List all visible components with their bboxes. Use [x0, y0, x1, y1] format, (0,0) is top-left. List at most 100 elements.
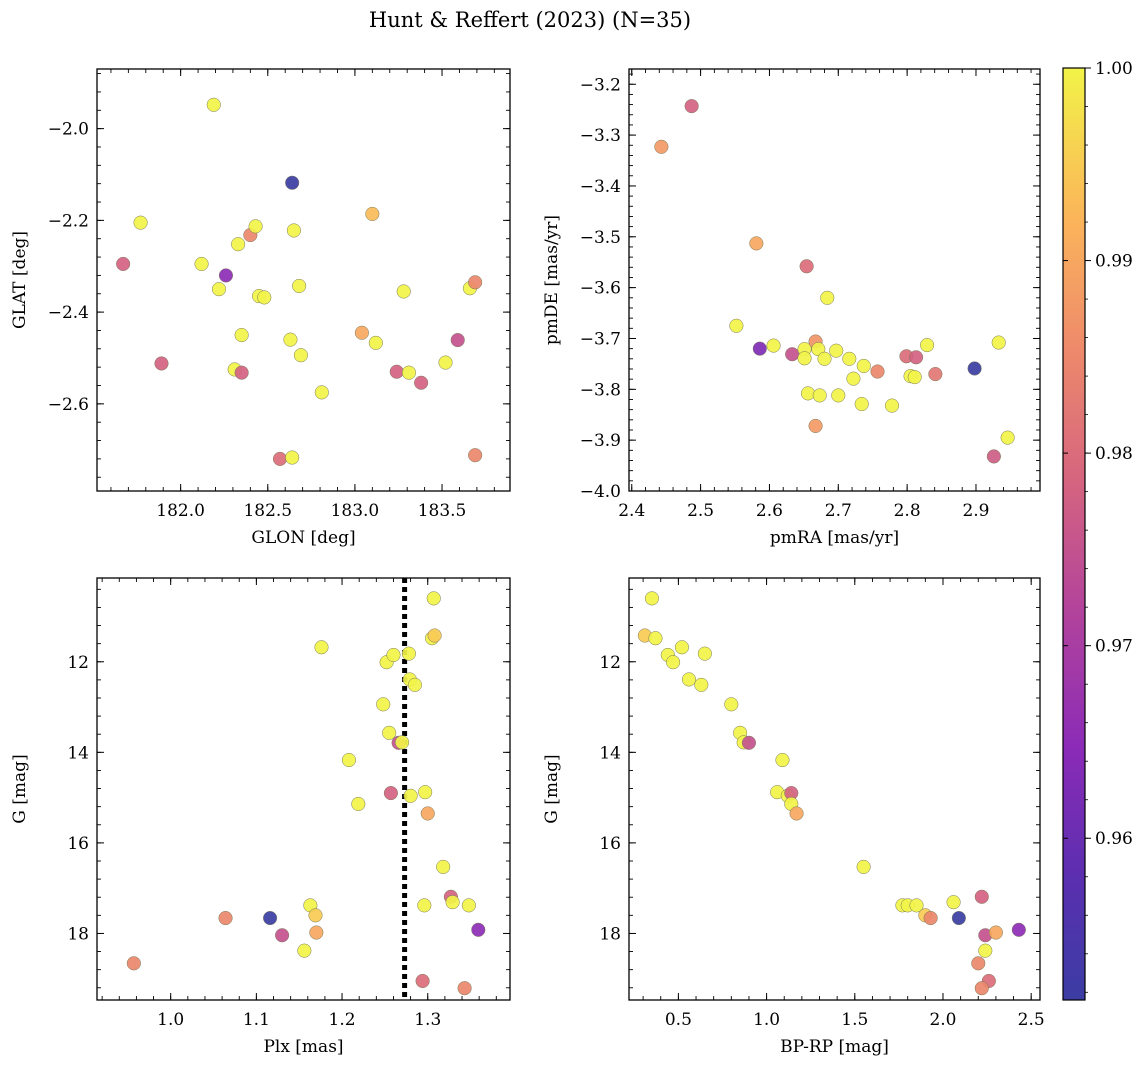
y-tick-label: −3.2 [580, 75, 621, 95]
y-tick-label: −3.9 [580, 431, 621, 451]
x-tick-label: 182.5 [243, 501, 292, 521]
scatter-point [729, 318, 744, 333]
y-tick-label: −3.7 [580, 329, 621, 349]
scatter-point [831, 388, 846, 403]
x-tick-label: 2.5 [687, 501, 714, 521]
x-tick-label: 2.4 [618, 501, 645, 521]
x-tick-label: 2.5 [1018, 1010, 1045, 1030]
scatter-point [648, 631, 663, 646]
scatter-point [856, 859, 871, 874]
scatter-point [450, 333, 465, 348]
y-tick-label: −3.4 [580, 177, 621, 197]
scatter-point [461, 898, 476, 913]
y-axis-label: GLAT [deg] [10, 231, 30, 329]
x-tick-label: 2.8 [894, 501, 921, 521]
colorbar-tick-label: 1.00 [1095, 59, 1133, 79]
y-tick-label: 14 [599, 743, 621, 763]
scatter-point [951, 910, 966, 926]
scatter-point [407, 677, 422, 692]
scatter-point [257, 290, 272, 305]
scatter-point [870, 364, 885, 379]
x-tick-label: 1.1 [243, 1010, 270, 1030]
scatter-point [800, 386, 816, 401]
scatter-point [341, 752, 356, 768]
scatter-point [365, 206, 380, 221]
y-tick-label: −3.6 [580, 279, 621, 299]
scatter-point [666, 655, 681, 670]
y-tick-label: −2.0 [48, 120, 89, 140]
scatter-point [234, 365, 249, 380]
y-tick-label: −3.5 [580, 228, 621, 248]
scatter-point [206, 97, 221, 112]
scatter-point [829, 343, 844, 358]
colorbar-tick-label: 0.96 [1095, 829, 1133, 849]
y-tick-label: −2.4 [48, 303, 89, 323]
scatter-point [415, 973, 430, 989]
scatter-point [354, 325, 369, 340]
scatter-point [907, 370, 922, 385]
scatter-point [988, 925, 1003, 940]
scatter-point [741, 735, 756, 750]
x-tick-label: 2.0 [929, 1010, 956, 1030]
y-tick-label: 16 [599, 834, 621, 854]
scatter-point [884, 398, 900, 413]
scatter-point [383, 786, 398, 801]
scatter-point [154, 356, 169, 371]
scatter-point [133, 215, 148, 230]
scatter-point [386, 647, 401, 663]
plot-area [629, 69, 1040, 491]
scatter-point [923, 910, 938, 926]
panels: 182.0 182.5 183.0 183.5−2.6−2.4−2.2−2.0GLON… [10, 68, 1045, 1057]
y-tick-label: −2.6 [48, 395, 89, 415]
scatter-point [403, 788, 418, 803]
x-axis-label: Plx [mas] [263, 1037, 343, 1057]
scatter-point [986, 449, 1001, 464]
colorbar-tick-label: 0.98 [1095, 444, 1133, 464]
y-tick-label: 12 [67, 653, 89, 673]
scatter-point [218, 268, 234, 283]
scatter-point [263, 910, 278, 926]
panel-bprp-g: 0.5 1.0 1.5 2.0 2.5 12 14 16 18 BP-RP [mag] G [mag… [542, 577, 1045, 1057]
scatter-point [909, 898, 924, 913]
axes-frame [96, 577, 511, 1001]
scatter-point [674, 640, 689, 655]
scatter-point [684, 99, 699, 114]
scatter-point [1000, 430, 1015, 445]
x-tick-label: 182.0 [156, 501, 205, 521]
scatter-point [401, 646, 416, 661]
scatter-point [194, 256, 209, 271]
colorbar-tick-label: 0.97 [1095, 637, 1133, 657]
scatter-point [817, 351, 832, 366]
scatter-point [401, 365, 416, 380]
x-tick-label: 2.9 [962, 501, 989, 521]
scatter-point [285, 175, 300, 190]
scatter-point [856, 358, 871, 373]
scatter-point [382, 725, 397, 740]
scatter-point [389, 364, 404, 379]
panel-glon-glat: 182.0 182.5 183.0 183.5 −2.6 −2.4 −2.2 −2.0 GLON… [10, 68, 511, 548]
scatter-point [752, 341, 767, 356]
y-axis-label: G [mag] [542, 754, 562, 823]
colorbar: 0.96 0.97 0.98 0.99 1.00 [1062, 59, 1133, 1001]
y-axis-label: G [mag] [10, 754, 30, 823]
scatter-point [420, 806, 435, 821]
scatter-point [789, 806, 804, 821]
x-tick-label: 1.0 [157, 1010, 184, 1030]
y-tick-label: −3.3 [580, 126, 621, 146]
scatter-point [308, 908, 323, 923]
scatter-point [785, 347, 800, 362]
scatter-point [1011, 922, 1026, 937]
scatter-point [971, 956, 986, 971]
scatter-point [292, 278, 307, 294]
y-tick-label: 18 [67, 924, 89, 944]
scatter-point [654, 139, 669, 154]
scatter-point [231, 237, 246, 252]
scatter-point [394, 735, 410, 750]
y-tick-label: −4.0 [580, 482, 621, 502]
x-tick-label: 1.3 [414, 1010, 441, 1030]
scatter-point [799, 259, 814, 274]
scatter-point [297, 943, 312, 958]
scatter-point [766, 338, 781, 353]
scatter-point [293, 348, 308, 363]
figure-title: Hunt & Reffert (2023) (N=35) [369, 8, 691, 32]
